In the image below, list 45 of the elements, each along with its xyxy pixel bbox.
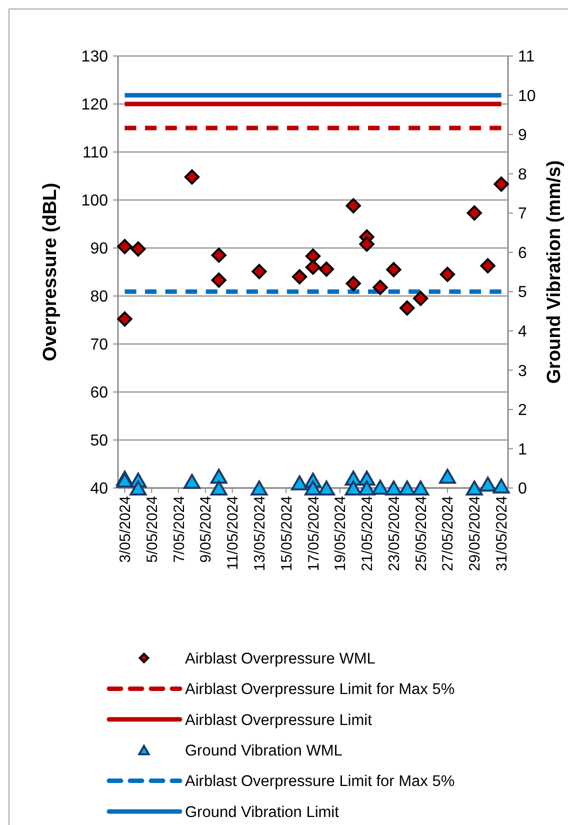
y-axis-title: Overpressure (dBL) (40, 182, 61, 362)
y2-tick-label: 0 (518, 480, 527, 498)
x-tick-label: 7/05/2024 (170, 496, 188, 563)
y2-tick-label: 2 (518, 402, 527, 420)
y2-tick-label: 8 (518, 166, 527, 184)
y2-tick-label: 9 (518, 127, 527, 144)
legend-label: Ground Vibration Limit (185, 804, 340, 821)
y2-axis-title: Ground Vibration (mm/s) (544, 160, 565, 384)
y-tick-label: 40 (90, 480, 108, 498)
y-tick-label: 110 (82, 144, 108, 162)
y-tick-label: 130 (81, 48, 108, 66)
x-tick-label: 9/05/2024 (198, 496, 215, 563)
x-tick-label: 21/05/2024 (359, 496, 376, 572)
y2-tick-label: 1 (518, 441, 527, 458)
x-tick-label: 15/05/2024 (278, 496, 296, 572)
legend-label: Airblast Overpressure Limit (185, 712, 373, 729)
y2-tick-label: 5 (518, 284, 527, 302)
x-tick-label: 13/05/2024 (251, 496, 268, 572)
y-tick-label: 50 (90, 432, 108, 450)
x-tick-label: 23/05/2024 (386, 496, 403, 572)
x-tick-label: 31/05/2024 (494, 496, 511, 572)
y-tick-label: 90 (90, 240, 108, 258)
x-tick-label: 19/05/2024 (332, 496, 350, 572)
x-tick-label: 3/05/2024 (116, 496, 134, 563)
y2-tick-label: 10 (518, 88, 536, 105)
legend-label: Airblast Overpressure WML (185, 650, 376, 668)
x-tick-label: 25/05/2024 (412, 496, 430, 572)
x-tick-label: 27/05/2024 (440, 496, 457, 572)
y2-tick-label: 6 (518, 244, 527, 262)
y-tick-label: 120 (81, 96, 108, 114)
y2-tick-label: 4 (518, 324, 527, 341)
y-tick-label: 80 (90, 288, 108, 306)
y2-tick-label: 3 (518, 362, 527, 380)
legend-label: Airblast Overpressure Limit for Max 5% (185, 773, 455, 790)
y-tick-label: 100 (81, 192, 108, 210)
y-tick-label: 70 (90, 336, 108, 354)
x-tick-label: 17/05/2024 (305, 496, 322, 572)
x-tick-label: 29/05/2024 (466, 496, 484, 572)
x-tick-label: 5/05/2024 (144, 496, 161, 563)
legend-label: Ground Vibration WML (185, 742, 343, 760)
y2-tick-label: 11 (518, 48, 535, 66)
y-tick-label: 60 (90, 384, 108, 402)
y2-tick-label: 7 (518, 206, 527, 223)
x-tick-label: 11/05/2024 (224, 496, 242, 570)
legend-label: Airblast Overpressure Limit for Max 5% (185, 681, 455, 698)
